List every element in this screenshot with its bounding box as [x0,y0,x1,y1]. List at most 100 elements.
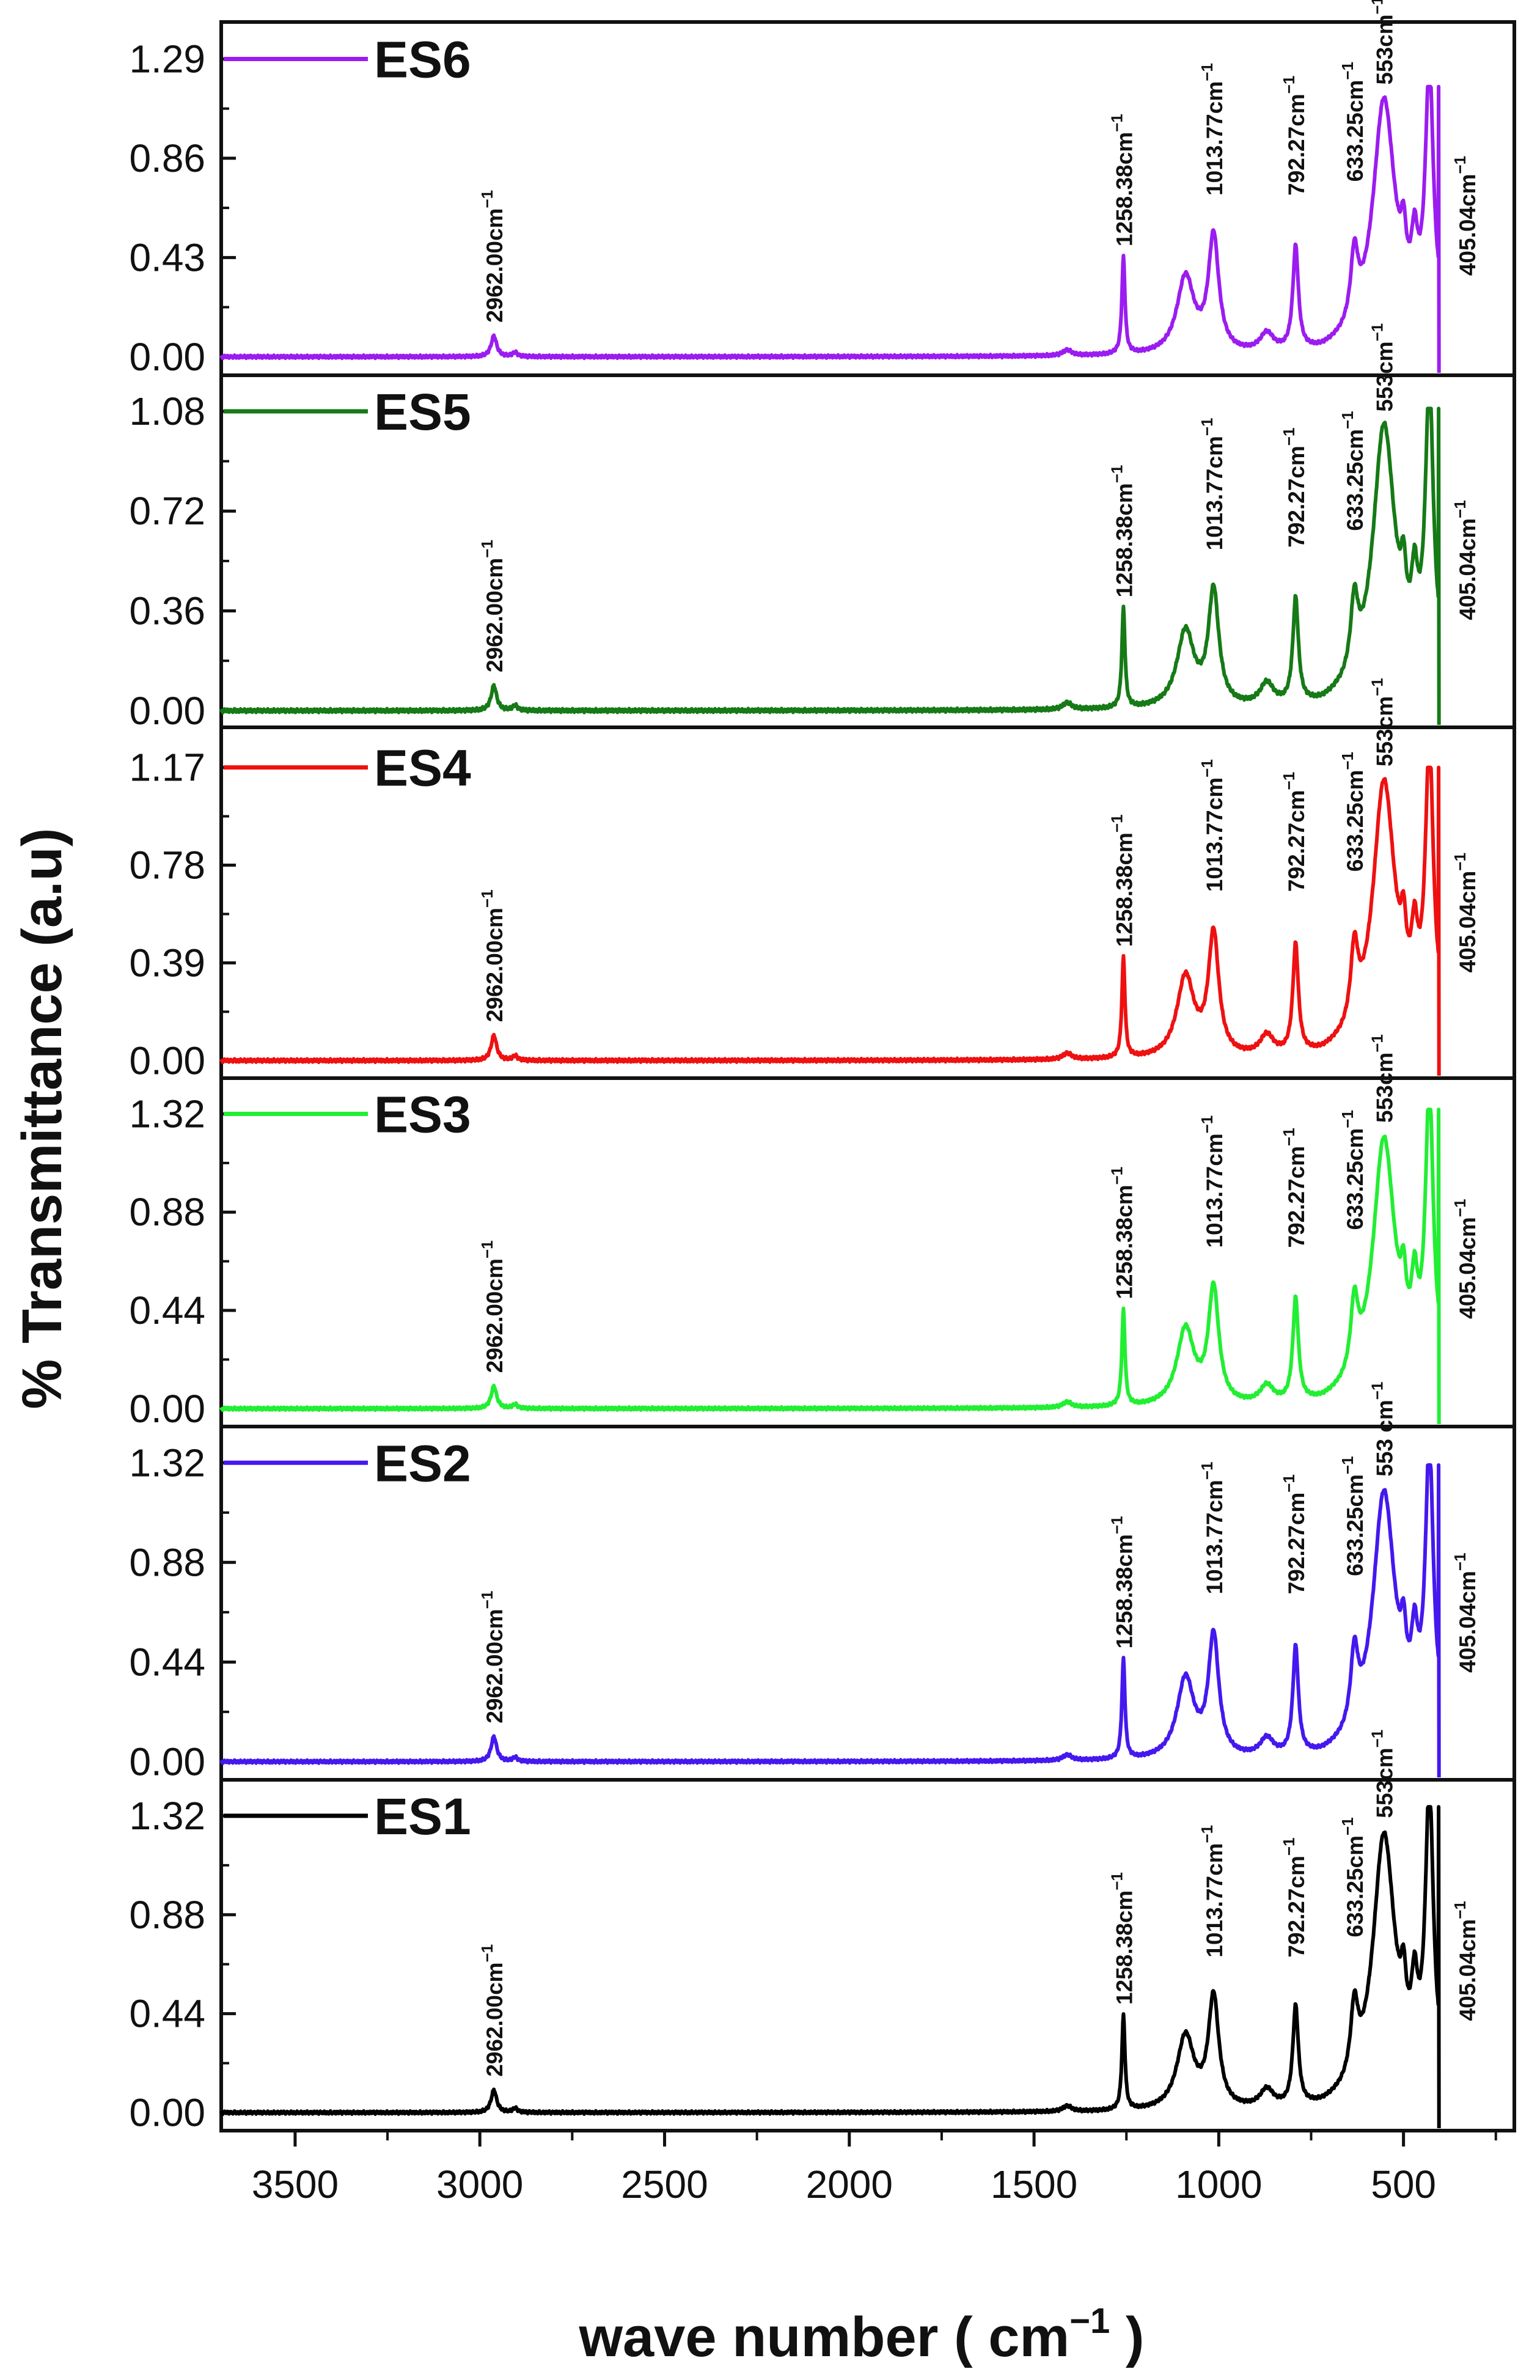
peak-label-553: 553 cm−1 [1368,1382,1398,1477]
peak-label-sup: −1 [1107,114,1126,132]
peak-label-text: 1258.38cm [1112,132,1137,246]
peak-label-1258: 1258.38cm−1 [1107,1872,1137,2005]
peak-label-text: 1258.38cm [1112,1534,1137,1648]
peak-label-text: 633.25cm [1343,1474,1368,1576]
peak-label-sup: −1 [1338,62,1357,80]
peak-label-sup: −1 [1451,1901,1469,1919]
peak-label-sup: −1 [1338,752,1357,770]
peak-label-sup: −1 [1368,1730,1387,1748]
peak-label-553: 553cm−1 [1368,678,1398,766]
y-tick-label: 0.88 [129,1893,205,1937]
legend-label-es5: ES5 [374,383,471,441]
peak-label-text: 1013.77cm [1202,81,1227,196]
peak-label-553: 553cm−1 [1368,1034,1398,1123]
y-tick-label: 0.00 [129,689,205,733]
peak-label-text: 2962.00cm [482,558,507,672]
y-tick-label: 0.44 [129,1640,205,1684]
peak-label-text: 2962.00cm [482,208,507,323]
peak-label-sup: −1 [1280,428,1298,446]
peak-label-sup: −1 [478,540,496,558]
peak-label-sup: −1 [478,1240,496,1258]
peak-label-text: 405.04cm [1455,518,1480,620]
peak-label-1014: 1013.77cm−1 [1198,1462,1227,1595]
peak-label-2962: 2962.00cm−1 [478,1240,507,1373]
peak-label-sup: −1 [1198,63,1216,81]
peak-label-405: 405.04cm−1 [1451,500,1480,620]
peak-label-1258: 1258.38cm−1 [1107,465,1137,598]
peak-label-sup: −1 [1338,1456,1357,1474]
y-tick-label: 0.39 [129,941,205,985]
peak-label-633: 633.25cm−1 [1338,1817,1368,1937]
peak-label-text: 2962.00cm [482,1258,507,1373]
peak-label-sup: −1 [1280,772,1298,790]
peak-label-sup: −1 [1198,1462,1216,1480]
peak-label-text: 405.04cm [1455,871,1480,973]
panel-frame [219,1778,1516,2132]
peak-label-1258: 1258.38cm−1 [1107,114,1137,246]
peak-label-1258: 1258.38cm−1 [1107,1516,1137,1648]
peak-label-792: 792.27cm−1 [1280,772,1309,892]
peak-label-text: 1258.38cm [1112,1890,1137,2005]
peak-label-text: 1013.77cm [1202,777,1227,892]
peak-label-text: 405.04cm [1455,1217,1480,1319]
legend-label-es6: ES6 [374,31,471,88]
peak-label-text: 1013.77cm [1202,436,1227,550]
spectrum-line-es4 [219,765,1441,1076]
spectrum-line-es3 [219,1107,1441,1425]
peak-label-text: 1013.77cm [1202,1480,1227,1594]
peak-label-1014: 1013.77cm−1 [1198,63,1227,196]
legend-label-es2: ES2 [374,1434,471,1492]
peak-label-1014: 1013.77cm−1 [1198,1825,1227,1958]
peak-label-sup: −1 [1368,0,1387,14]
peak-label-405: 405.04cm−1 [1451,1901,1480,2021]
y-tick-label: 1.32 [129,1794,205,1838]
peak-label-sup: −1 [1338,1110,1357,1128]
spectrum-line-es1 [219,1805,1441,2129]
peak-label-sup: −1 [478,190,496,208]
peak-label-text: 792.27cm [1284,94,1309,196]
peak-label-sup: −1 [1451,500,1469,518]
spectrum-line-es6 [219,84,1441,373]
y-tick-label: 0.44 [129,1992,205,2036]
peak-label-text: 1013.77cm [1202,1843,1227,1958]
peak-label-text: 553 cm [1373,1400,1398,1477]
y-tick-label: 1.08 [129,389,205,433]
peak-label-text: 633.25cm [1343,80,1368,182]
peak-label-text: 2962.00cm [482,908,507,1022]
y-axis-title: % Transmittance (a.u) [11,828,73,1409]
peak-label-sup: −1 [478,889,496,908]
y-tick-label: 1.32 [129,1441,205,1485]
y-tick-label: 0.00 [129,2091,205,2135]
spectrum-line-es5 [219,406,1441,725]
peak-label-2962: 2962.00cm−1 [478,540,507,672]
peak-label-text: 2962.00cm [482,1963,507,2077]
peak-label-553: 553cm−1 [1368,0,1398,85]
peak-label-sup: −1 [1451,853,1469,871]
peak-label-sup: −1 [1451,1199,1469,1218]
peak-label-text: 633.25cm [1343,429,1368,531]
peak-label-text: 405.04cm [1455,1919,1480,2021]
peak-label-text: 792.27cm [1284,1856,1309,1958]
peak-label-text: 1258.38cm [1112,832,1137,947]
y-tick-label: 0.88 [129,1540,205,1584]
peak-label-405: 405.04cm−1 [1451,853,1480,972]
y-tick-label: 0.36 [129,589,205,633]
peak-label-553: 553cm−1 [1368,323,1398,412]
peak-label-792: 792.27cm−1 [1280,1474,1309,1594]
peak-label-1014: 1013.77cm−1 [1198,759,1227,892]
peak-label-sup: −1 [1338,411,1357,429]
peak-label-792: 792.27cm−1 [1280,76,1309,196]
peak-label-text: 553cm [1373,1747,1398,1818]
peak-label-text: 553cm [1373,341,1398,411]
x-axis-title-close: ) [1110,2306,1144,2368]
x-tick-label: 2000 [806,2162,893,2206]
peak-label-sup: −1 [1338,1817,1357,1835]
y-tick-label: 0.00 [129,1038,205,1082]
y-tick-label: 0.00 [129,1387,205,1431]
